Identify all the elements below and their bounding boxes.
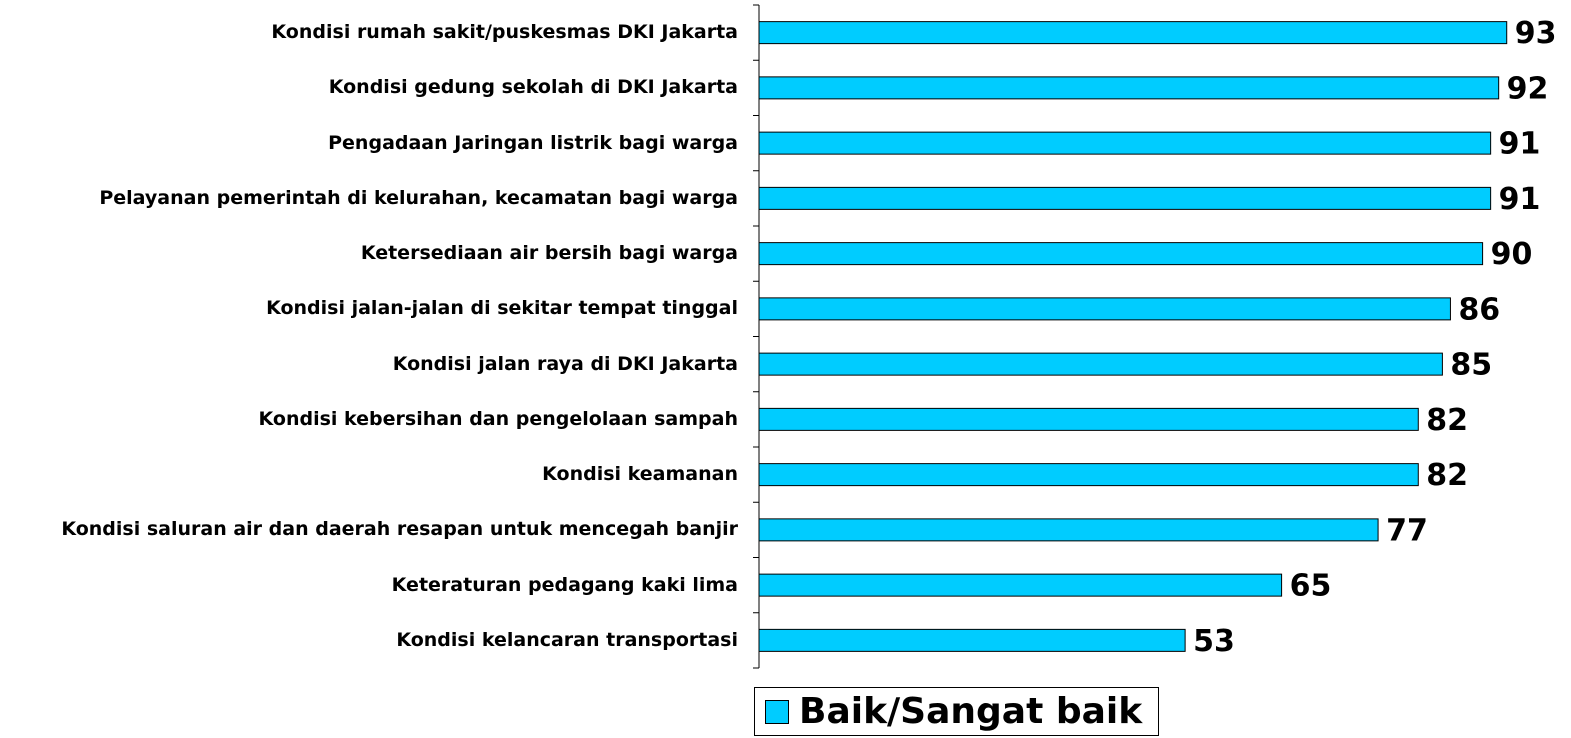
y-tick-label: Kondisi jalan raya di DKI Jakarta: [0, 337, 738, 392]
value-label: 93: [1515, 16, 1557, 51]
y-tick-label: Kondisi keamanan: [0, 447, 738, 502]
bar: [758, 352, 1443, 376]
bar: [758, 297, 1451, 321]
y-tick-label: Pengadaan Jaringan listrik bagi warga: [0, 116, 738, 171]
value-label: 91: [1499, 127, 1541, 162]
y-tick-text: Keteraturan pedagang kaki lima: [391, 573, 738, 596]
y-tick-text: Kondisi keamanan: [542, 463, 738, 486]
bar: [758, 131, 1492, 155]
y-tick-label: Kondisi gedung sekolah di DKI Jakarta: [0, 60, 738, 115]
y-tick-text: Pengadaan Jaringan listrik bagi warga: [328, 131, 738, 154]
value-label: 85: [1450, 348, 1492, 383]
bar: [758, 407, 1419, 431]
value-label: 65: [1290, 569, 1332, 604]
bar: [758, 186, 1492, 210]
y-tick-label: Kondisi kebersihan dan pengelolaan sampa…: [0, 392, 739, 447]
y-tick-label: Kondisi kelancaran transportasi: [0, 613, 738, 668]
legend-swatch: [765, 699, 789, 724]
y-tick-text: Kondisi jalan-jalan di sekitar tempat ti…: [266, 297, 738, 320]
y-tick-label: Keteraturan pedagang kaki lima: [0, 558, 738, 613]
bar: [758, 573, 1283, 597]
y-tick-text: Kondisi kelancaran transportasi: [396, 628, 738, 651]
y-tick-text: Kondisi jalan raya di DKI Jakarta: [392, 352, 738, 375]
bar: [758, 628, 1186, 652]
y-tick-text: Kondisi gedung sekolah di DKI Jakarta: [328, 76, 738, 99]
value-label: 91: [1499, 182, 1541, 217]
value-label: 90: [1491, 237, 1533, 272]
y-tick-text: Kondisi kebersihan dan pengelolaan sampa…: [258, 407, 739, 430]
value-label: 53: [1193, 624, 1235, 659]
value-label: 77: [1386, 513, 1428, 548]
y-tick-text: Pelayanan pemerintah di kelurahan, kecam…: [99, 186, 738, 209]
y-tick-label: Kondisi jalan-jalan di sekitar tempat ti…: [0, 281, 738, 336]
value-label: 82: [1426, 458, 1468, 493]
legend-label: Baik/Sangat baik: [799, 691, 1143, 732]
value-label: 82: [1426, 403, 1468, 438]
y-tick-text: Kondisi rumah sakit/puskesmas DKI Jakart…: [271, 21, 738, 44]
value-label: 86: [1458, 292, 1500, 327]
y-tick-label: Kondisi saluran air dan daerah resapan u…: [0, 502, 738, 557]
bar: [758, 463, 1419, 487]
value-label: 92: [1507, 71, 1549, 106]
y-tick-label: Pelayanan pemerintah di kelurahan, kecam…: [0, 171, 738, 226]
bar: [758, 21, 1508, 45]
y-tick-text: Kondisi saluran air dan daerah resapan u…: [61, 518, 738, 541]
y-tick-label: Kondisi rumah sakit/puskesmas DKI Jakart…: [0, 5, 738, 60]
bar: [758, 518, 1379, 542]
bar: [758, 76, 1500, 100]
y-tick-label: Ketersediaan air bersih bagi warga: [0, 226, 738, 281]
bar: [758, 242, 1484, 266]
legend: Baik/Sangat baik: [754, 687, 1159, 736]
y-tick-text: Ketersediaan air bersih bagi warga: [360, 242, 738, 265]
